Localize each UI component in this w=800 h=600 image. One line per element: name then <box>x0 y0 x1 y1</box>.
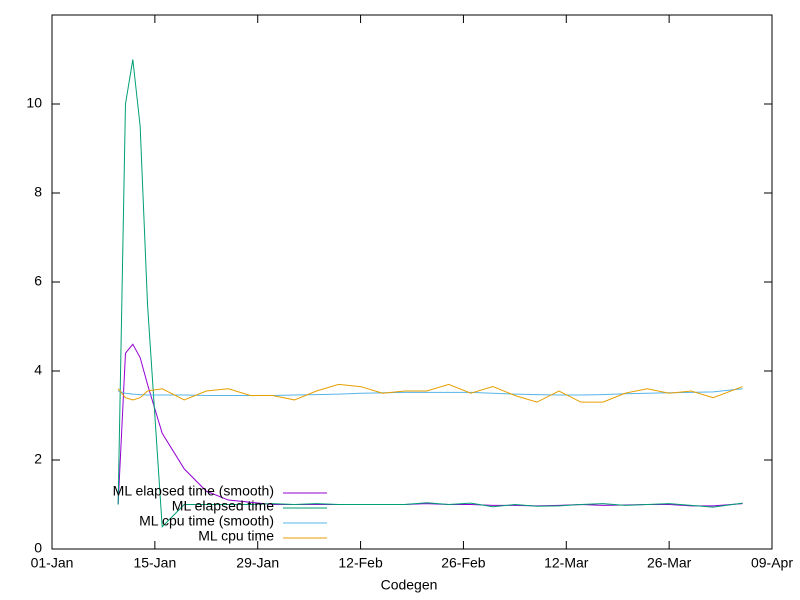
y-tick-label: 6 <box>34 273 42 289</box>
y-tick-label: 10 <box>26 95 42 111</box>
x-tick-label: 26-Mar <box>647 555 692 571</box>
x-axis-label: Codegen <box>381 577 438 593</box>
y-tick-label: 0 <box>34 540 42 556</box>
x-tick-label: 29-Jan <box>236 555 279 571</box>
y-tick-label: 4 <box>34 362 42 378</box>
x-tick-label: 12-Mar <box>544 555 589 571</box>
y-tick-label: 8 <box>34 184 42 200</box>
x-tick-label: 09-Apr <box>751 555 793 571</box>
x-tick-label: 01-Jan <box>31 555 74 571</box>
plot-frame <box>51 14 773 550</box>
x-tick-label: 15-Jan <box>133 555 176 571</box>
legend-label: ML cpu time <box>198 528 274 544</box>
y-tick-label: 2 <box>34 451 42 467</box>
data-line <box>117 59 743 528</box>
legend-label: ML elapsed time (smooth) <box>113 483 274 499</box>
x-tick-label: 26-Feb <box>441 555 486 571</box>
legend-label: ML cpu time (smooth) <box>139 513 274 529</box>
data-line <box>117 383 743 403</box>
data-line <box>117 343 743 507</box>
legend-label: ML elapsed time <box>172 498 274 514</box>
x-tick-label: 12-Feb <box>338 555 383 571</box>
